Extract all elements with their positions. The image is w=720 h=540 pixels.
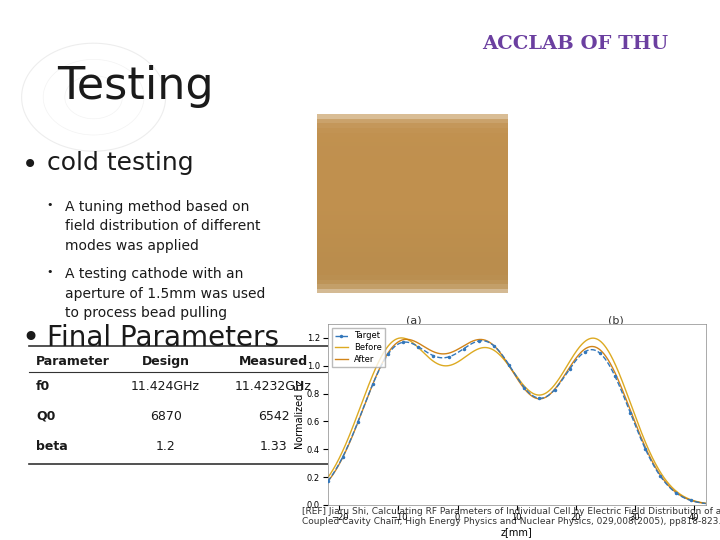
Line: After: After (328, 339, 706, 503)
Before (498, 354, 506, 360)
After (701, 500, 710, 507)
Before (621, 386, 630, 393)
After (498, 352, 506, 358)
Text: Parameter: Parameter (36, 355, 110, 368)
Target (477, 338, 486, 344)
Text: 6870: 6870 (150, 410, 181, 423)
Target (690, 498, 699, 505)
Bar (317, 146, 508, 238)
Text: Design: Design (142, 355, 189, 368)
Text: Measured: Measured (239, 355, 308, 368)
Text: 1.2: 1.2 (156, 440, 176, 453)
Before (701, 500, 710, 507)
Text: ACCLAB OF THU: ACCLAB OF THU (482, 35, 668, 53)
Text: •: • (47, 200, 53, 210)
Text: 6542: 6542 (258, 410, 289, 423)
Text: A testing cathode with an
aperture of 1.5mm was used
to process bead pulling: A testing cathode with an aperture of 1.… (65, 267, 265, 320)
Text: 11.4232GHz: 11.4232GHz (235, 380, 312, 393)
Bar (317, 170, 508, 261)
Target (498, 351, 506, 357)
Bar (317, 114, 508, 206)
Text: •: • (22, 324, 40, 353)
Text: A tuning method based on
field distribution of different
modes was applied: A tuning method based on field distribut… (65, 200, 261, 253)
Line: Before: Before (328, 338, 706, 503)
Bar (317, 160, 508, 252)
After (690, 498, 699, 505)
Text: f0: f0 (36, 380, 50, 393)
Bar (317, 192, 508, 284)
Target (343, 445, 351, 451)
After (402, 336, 411, 342)
After (690, 498, 699, 505)
Before (343, 438, 351, 445)
Text: beta: beta (36, 440, 68, 453)
Text: •: • (22, 151, 38, 179)
After (621, 394, 630, 401)
Bar (317, 174, 508, 266)
Text: Final Parameters: Final Parameters (47, 324, 279, 352)
Text: Q0: Q0 (36, 410, 55, 423)
Bar (317, 188, 508, 280)
Target (508, 366, 516, 372)
Target (323, 478, 332, 484)
Before (508, 366, 516, 373)
Bar (317, 128, 508, 220)
Target (621, 397, 630, 404)
Before (397, 335, 405, 341)
Bar (317, 156, 508, 247)
Target (701, 500, 710, 507)
X-axis label: z[mm]: z[mm] (500, 527, 533, 537)
Before (690, 498, 699, 504)
Bar (317, 165, 508, 256)
Text: 1.33: 1.33 (260, 440, 287, 453)
Bar (317, 137, 508, 229)
Bar (317, 197, 508, 289)
Line: Target: Target (325, 339, 708, 505)
Legend: Target, Before, After: Target, Before, After (332, 328, 385, 367)
Text: 11.424GHz: 11.424GHz (131, 380, 200, 393)
Bar (317, 142, 508, 234)
Bar (317, 124, 508, 215)
Target (690, 498, 699, 505)
Bar (317, 151, 508, 243)
Bar (317, 201, 508, 293)
Text: (b): (b) (608, 316, 624, 326)
Bar (317, 179, 508, 271)
Text: cold testing: cold testing (47, 151, 194, 175)
After (508, 367, 516, 373)
Before (323, 475, 332, 481)
After (343, 446, 351, 452)
Text: [REF] Jiaru Shi, Calculating RF Parameters of Individual Cell by Electric Field : [REF] Jiaru Shi, Calculating RF Paramete… (302, 507, 720, 526)
Bar (317, 119, 508, 211)
Bar (317, 183, 508, 275)
After (323, 478, 332, 485)
Text: (a): (a) (406, 316, 422, 326)
Before (690, 498, 699, 504)
Bar (317, 133, 508, 225)
Text: •: • (47, 267, 53, 278)
Y-axis label: Normalized Ez: Normalized Ez (295, 380, 305, 449)
Text: Testing: Testing (58, 65, 215, 108)
